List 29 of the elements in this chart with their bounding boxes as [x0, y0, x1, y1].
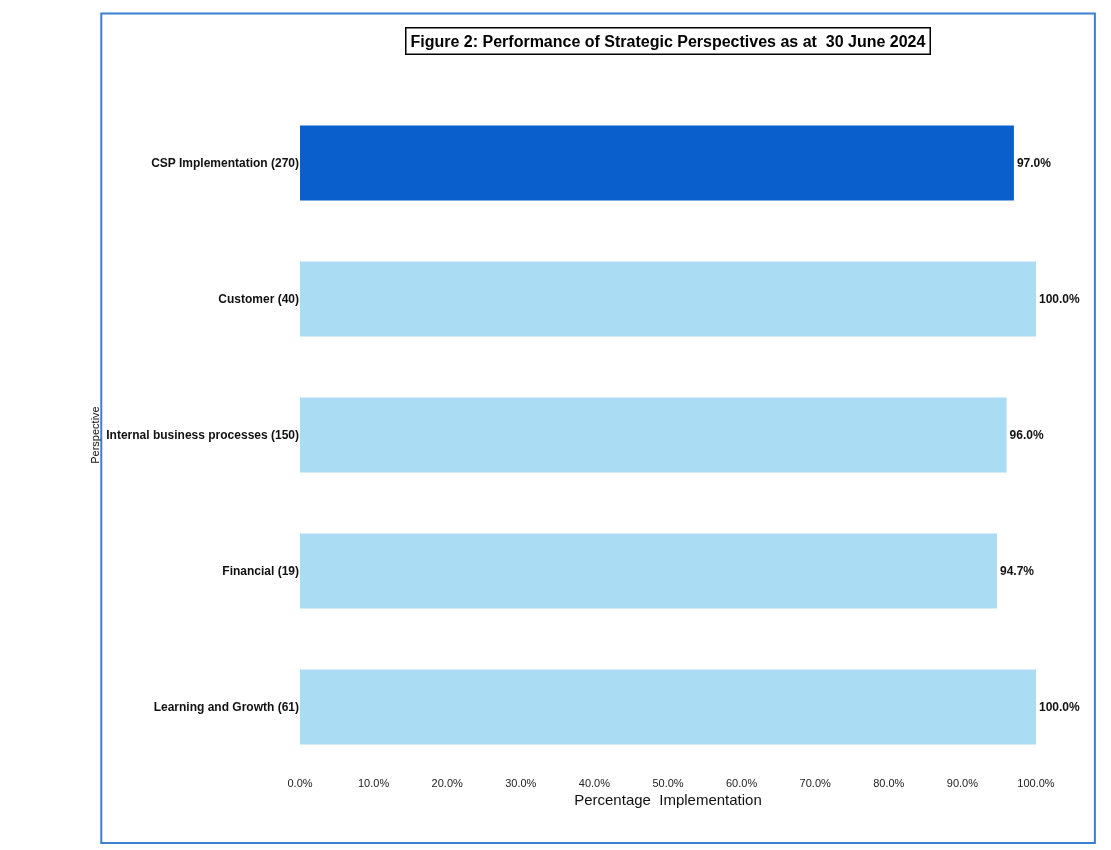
- y-tick-label: Learning and Growth (61): [153, 700, 299, 715]
- x-tick-label: 0.0%: [287, 777, 313, 789]
- y-tick-label: CSP Implementation (270): [151, 156, 299, 171]
- x-tick-label: 80.0%: [873, 777, 905, 789]
- x-tick-label: 90.0%: [946, 777, 979, 789]
- x-tick-label: 40.0%: [578, 777, 611, 789]
- x-tick-label: 100.0%: [1017, 777, 1055, 789]
- chart-title: Figure 2: Performance of Strategic Perspectives as at 30 June 2024: [410, 32, 926, 50]
- x-tick-label: 20.0%: [431, 777, 464, 789]
- data-label: 97.0%: [1016, 156, 1052, 170]
- x-tick-label: 30.0%: [505, 777, 537, 789]
- x-tick-label: 50.0%: [652, 777, 684, 789]
- data-label: 100.0%: [1039, 700, 1081, 714]
- bar: [300, 397, 1007, 473]
- x-axis-title: Percentage Implementation: [574, 791, 762, 808]
- y-axis-title: Perspective: [88, 406, 101, 464]
- data-label: 94.7%: [999, 564, 1035, 578]
- x-tick-label: 10.0%: [358, 777, 390, 789]
- bar: [300, 261, 1036, 337]
- data-label: 96.0%: [1009, 428, 1044, 442]
- y-tick-label: Internal business processes (150): [106, 428, 299, 443]
- x-tick-label: 60.0%: [726, 777, 758, 789]
- bar: [300, 125, 1014, 201]
- y-tick-label: Customer (40): [218, 292, 299, 307]
- bar: [300, 533, 997, 609]
- data-label: 100.0%: [1039, 292, 1081, 306]
- y-tick-label: Financial (19): [222, 564, 299, 579]
- bar: [300, 669, 1036, 745]
- x-tick-label: 70.0%: [799, 777, 832, 789]
